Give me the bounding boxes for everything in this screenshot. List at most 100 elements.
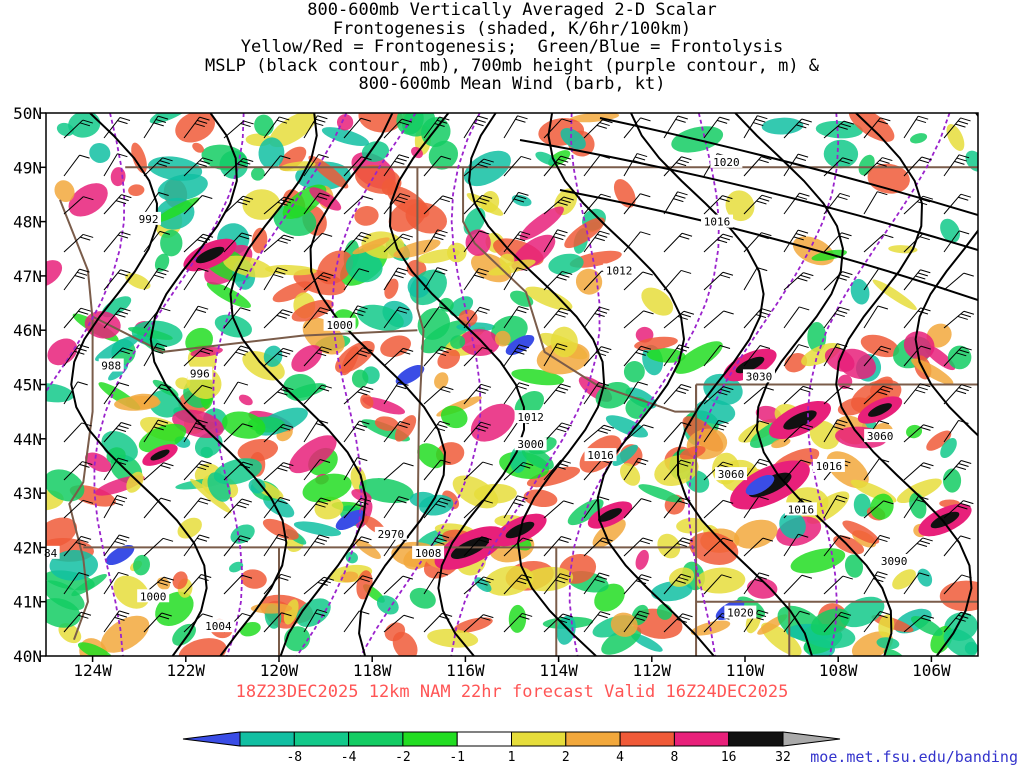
state-border (416, 167, 425, 548)
lon-label: 106W (912, 661, 951, 680)
wind-barb-flag (955, 617, 966, 622)
wind-barb-flag (74, 350, 85, 355)
shade-blob (258, 137, 285, 169)
shade-blob (240, 569, 267, 589)
wind-barb (863, 345, 882, 367)
wind-barb-flag (678, 462, 689, 467)
wind-barb-flag (363, 386, 374, 390)
wind-barb-flag (557, 229, 568, 234)
wind-barb-flag (122, 347, 133, 352)
shade-blob (842, 520, 880, 544)
mslp-label-bg (136, 211, 162, 225)
lon-label: 124W (73, 661, 112, 680)
mslp-label: 1012 (606, 264, 633, 277)
height-label: 3090 (881, 555, 908, 568)
wind-barb-flag (678, 387, 689, 391)
shade-blob (376, 595, 399, 615)
isobar (630, 113, 813, 656)
wind-barb-flag (957, 505, 968, 510)
wind-barb-flag (442, 195, 453, 200)
wind-barb-flag (722, 537, 734, 542)
wind-barb-flag (156, 162, 168, 167)
wind-barb-flag (240, 123, 251, 128)
wind-barb (503, 156, 522, 177)
colorbar-tick-label: 2 (562, 750, 570, 765)
shade-blob (46, 469, 85, 502)
wind-barb (423, 306, 440, 329)
wind-barb-flag (121, 194, 132, 199)
shade-blob (450, 335, 466, 349)
mslp-label-bg (724, 605, 757, 619)
wind-barb (543, 155, 562, 177)
wind-barb-flag (557, 310, 569, 315)
shade-blob (251, 227, 268, 254)
wind-barb-flag (520, 464, 531, 469)
wind-barb-flag (879, 611, 891, 616)
wind-barb (343, 610, 360, 633)
wind-barb (303, 154, 320, 177)
wind-barb-flag (403, 347, 414, 352)
wind-barb (63, 422, 83, 443)
wind-barb-flag (598, 382, 609, 386)
wind-barb (183, 613, 204, 633)
mslp-label: 1020 (713, 156, 740, 169)
wind-barb-flag (918, 495, 929, 500)
wind-barb-flag (195, 466, 207, 471)
wind-barb-flag (323, 272, 334, 277)
shade-blob (657, 533, 681, 559)
shade-blob (548, 253, 584, 275)
shade-blob (148, 156, 203, 181)
shade-blob (761, 117, 804, 135)
wind-barb-flag (79, 122, 91, 127)
wind-barb (863, 157, 883, 177)
shade-blob (114, 395, 161, 411)
wind-barb (223, 307, 241, 329)
lat-label: 50N (13, 104, 42, 123)
wind-barb-flag (278, 576, 289, 581)
wind-barb-flag (557, 343, 568, 348)
mslp-label: 1012 (517, 411, 544, 424)
wind-barb-flag (681, 232, 693, 237)
wind-barb-flag (201, 460, 212, 465)
wind-barb-flag (239, 464, 251, 469)
lon-label: 114W (539, 661, 578, 680)
wind-barb-flag (555, 579, 566, 584)
wind-barb-flag (599, 230, 610, 235)
shade-blob (625, 396, 650, 419)
credit-link[interactable]: moe.met.fsu.edu/banding (810, 748, 1018, 766)
shade-blob (463, 207, 486, 236)
wind-barb-flag (556, 428, 567, 433)
wind-barb-flag (241, 498, 252, 503)
wind-barb-flag (355, 237, 366, 242)
state-border (462, 167, 698, 413)
wind-barb-flag (235, 351, 246, 356)
wind-barb (823, 575, 844, 595)
wind-barb-flag (958, 387, 969, 392)
colorbar-tick-label: 4 (616, 750, 624, 765)
wind-barb-flag (682, 537, 693, 542)
wind-barb (143, 384, 162, 405)
shade-blob (807, 321, 827, 353)
wind-barb-flag (277, 467, 288, 472)
wind-barb-flag (199, 160, 210, 165)
wind-barb-flag (596, 309, 608, 314)
wind-barb (463, 614, 484, 633)
wind-barb-flag (921, 156, 932, 161)
wind-barb (823, 193, 841, 215)
shade-blob (598, 508, 622, 522)
wind-barb-flag (722, 271, 734, 276)
mslp-label-bg (137, 589, 170, 603)
wind-barb-flag (195, 309, 207, 314)
wind-barb (703, 345, 721, 367)
wind-barb (463, 421, 482, 443)
wind-barb-flag (596, 575, 608, 580)
height-label-bg (374, 526, 407, 540)
shade-blob (352, 237, 390, 255)
wind-barb-flag (599, 496, 610, 501)
wind-barb (423, 386, 444, 405)
figure-title: 800-600mb Vertically Averaged 2-D Scalar… (0, 1, 1024, 94)
wind-barb-flag (960, 117, 971, 122)
wind-barb-flag (557, 576, 568, 581)
wind-barb-flag (202, 613, 213, 618)
wind-barb (783, 153, 799, 177)
